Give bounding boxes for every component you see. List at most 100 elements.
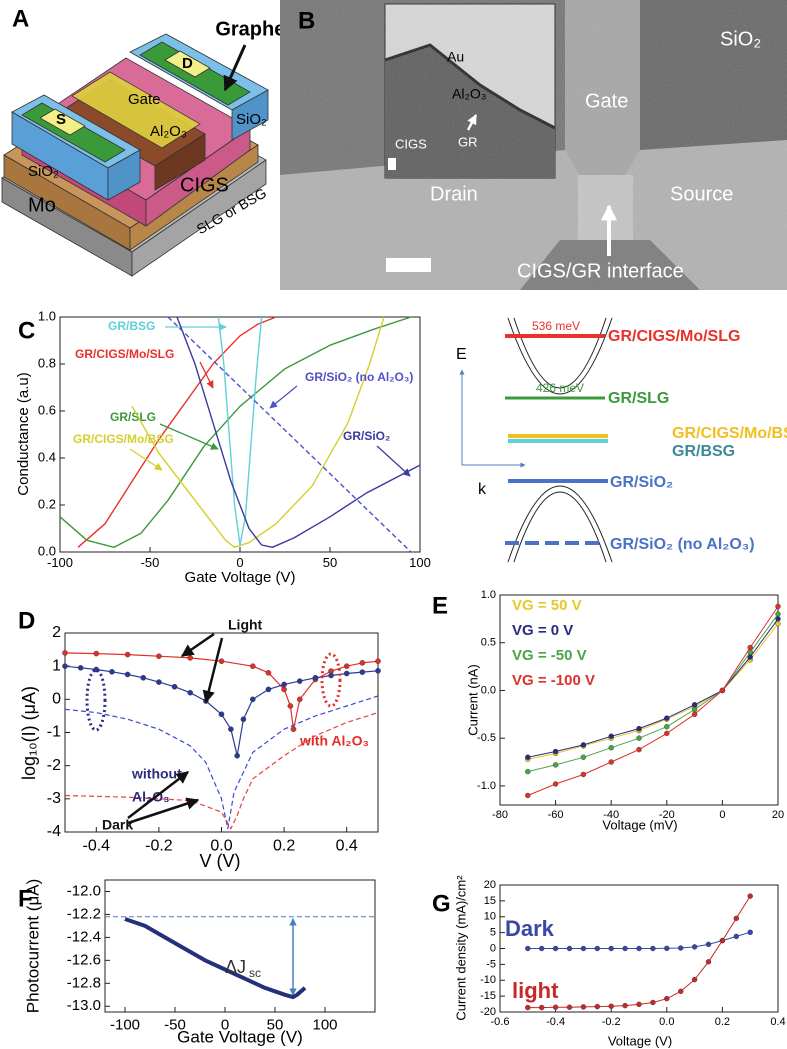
x-axis-label: Gate Voltage (V) xyxy=(185,569,296,586)
data-point xyxy=(636,945,642,952)
pointer-arrow xyxy=(466,114,478,131)
x-tick-label: -0.2 xyxy=(145,838,173,855)
pointer-arrow xyxy=(180,632,215,658)
label: Al₂O₃ xyxy=(150,123,187,140)
data-point xyxy=(234,752,240,759)
y-tick-label: -0.5 xyxy=(477,732,496,744)
pointer-arrow xyxy=(376,445,411,477)
x-tick-label: 0.0 xyxy=(659,1016,674,1028)
axis-label: k xyxy=(478,481,487,498)
data-point xyxy=(124,651,131,658)
data-point xyxy=(359,669,366,675)
label: SiO₂ xyxy=(720,28,761,50)
y-tick-label: 1.0 xyxy=(481,589,496,601)
series-line xyxy=(64,652,379,730)
x-tick-label: 0 xyxy=(719,809,725,821)
y-tick-label: -5 xyxy=(486,958,496,970)
data-point xyxy=(265,670,272,676)
data-point xyxy=(240,716,247,723)
data-point xyxy=(747,644,753,651)
data-point xyxy=(636,746,642,753)
series-label: VG = -50 V xyxy=(512,647,587,664)
data-point xyxy=(580,945,587,952)
data-point xyxy=(608,759,614,765)
label: Mo xyxy=(28,194,56,216)
data-point xyxy=(719,687,726,694)
data-point xyxy=(140,674,147,681)
series-line xyxy=(527,895,751,1009)
x-tick-label: -60 xyxy=(548,809,564,821)
annotation: Dark xyxy=(102,817,133,833)
data-point xyxy=(664,730,670,737)
series-line xyxy=(59,316,412,548)
data-point xyxy=(552,781,559,787)
x-tick-label: 100 xyxy=(409,555,431,570)
label: CIGS xyxy=(180,174,229,196)
data-point xyxy=(312,674,319,681)
energy-label: 426 meV xyxy=(536,381,584,395)
series-label: light xyxy=(512,978,559,1003)
data-point xyxy=(691,706,698,713)
panel-label: F xyxy=(18,885,33,912)
data-point xyxy=(359,660,366,666)
data-point xyxy=(109,669,115,675)
y-tick-label: 0.0 xyxy=(38,543,56,558)
plot-frame xyxy=(499,594,779,806)
data-point xyxy=(539,1004,545,1011)
data-point xyxy=(608,1003,614,1009)
data-point xyxy=(187,655,193,661)
label: SiO₂ xyxy=(236,111,267,128)
series-label: VG = -100 V xyxy=(512,672,595,689)
x-tick-label: -80 xyxy=(492,809,508,821)
x-axis-label: Voltage (V) xyxy=(608,1033,672,1048)
data-point xyxy=(62,663,68,669)
y-tick-label: 20 xyxy=(484,879,496,891)
data-point xyxy=(525,768,531,775)
level-label: GR/SLG xyxy=(608,390,669,407)
data-point xyxy=(375,668,381,674)
y-axis-label: Current (nA) xyxy=(465,664,480,736)
y-tick-label: -1 xyxy=(47,724,61,741)
series-line xyxy=(167,316,412,553)
data-point xyxy=(664,715,670,721)
y-tick-label: 1.0 xyxy=(38,308,56,323)
y-tick-label: -10 xyxy=(480,974,496,986)
label: CIGS/GR interface xyxy=(517,260,684,282)
x-tick-label: -100 xyxy=(110,1016,140,1033)
data-point xyxy=(594,1003,600,1010)
data-point xyxy=(691,711,698,718)
y-axis-label: Conductance (a.u) xyxy=(15,372,32,495)
data-point xyxy=(93,650,100,657)
y-tick-label: 0 xyxy=(490,942,496,954)
annotation: without xyxy=(131,766,182,782)
axis-label: E xyxy=(456,346,467,363)
data-point xyxy=(375,658,381,664)
label: Drain xyxy=(430,183,478,205)
data-point xyxy=(664,724,670,730)
data-point xyxy=(249,696,256,703)
energy-label: 536 meV xyxy=(532,319,580,333)
series-label: GR/BSG xyxy=(108,319,155,333)
pointer-arrow xyxy=(199,361,214,389)
level-label: GR/CIGS/Mo/SLG xyxy=(608,328,740,345)
data-point xyxy=(218,711,225,718)
x-tick-label: 0 xyxy=(221,1016,229,1033)
data-point xyxy=(608,945,614,952)
series-label: VG = 0 V xyxy=(512,622,573,639)
data-point xyxy=(218,658,225,664)
label: Gate xyxy=(585,90,628,112)
data-point xyxy=(636,735,642,741)
band-diagram xyxy=(459,317,613,563)
x-axis-label: Gate Voltage (V) xyxy=(177,1027,303,1046)
y-tick-label: -12.6 xyxy=(67,951,101,968)
pointer-arrow xyxy=(159,423,219,450)
data-point xyxy=(622,945,628,952)
data-point xyxy=(747,893,753,899)
y-axis-label: log₁₀(I) (μA) xyxy=(19,686,39,780)
y-tick-label: -12.4 xyxy=(67,928,101,945)
series-line xyxy=(64,695,379,830)
panel-label: D xyxy=(18,607,35,634)
y-tick-label: -12.8 xyxy=(67,974,101,991)
data-point xyxy=(525,792,531,799)
level-label: GR/BSG xyxy=(672,443,735,460)
